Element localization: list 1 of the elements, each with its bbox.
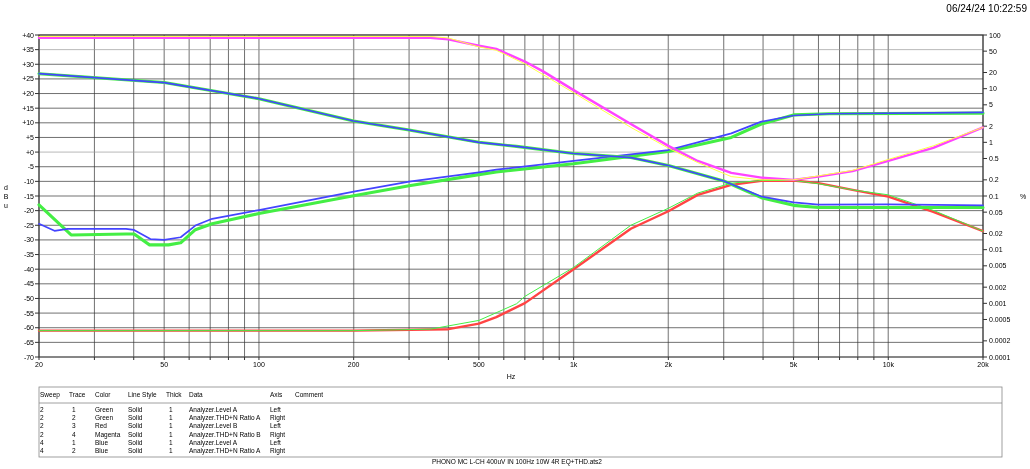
text: 06/24/24 10:22:59 — [946, 3, 1028, 14]
